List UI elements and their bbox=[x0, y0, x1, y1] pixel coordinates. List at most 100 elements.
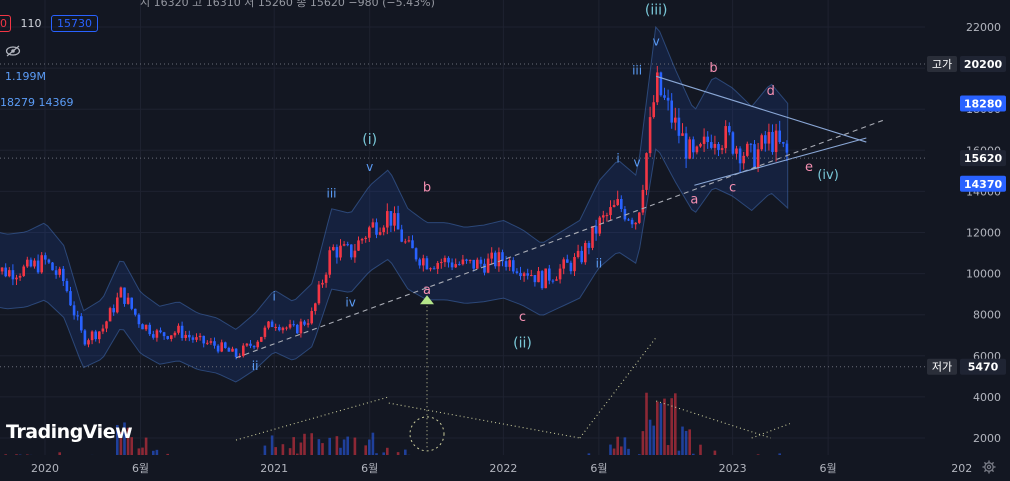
candle-body bbox=[296, 324, 299, 334]
price-badge-value: 15620 bbox=[964, 152, 1003, 165]
candle-body bbox=[782, 142, 785, 144]
candle-body bbox=[616, 199, 619, 206]
candle-body bbox=[346, 244, 349, 246]
x-tick-label: 2022 bbox=[489, 462, 517, 475]
price-badge-bg bbox=[960, 150, 1006, 167]
candle-body bbox=[292, 324, 295, 326]
y-tick-label: 22000 bbox=[966, 21, 1001, 34]
x-tick-label: 2023 bbox=[719, 462, 747, 475]
wave-label: d bbox=[767, 84, 775, 99]
badge-label: 저가 bbox=[932, 361, 952, 374]
candle-body bbox=[468, 259, 472, 261]
volume-bar bbox=[681, 426, 684, 480]
legend-price-box[interactable]: 15730 bbox=[51, 15, 98, 32]
candle-body bbox=[634, 222, 637, 225]
candle-body bbox=[299, 321, 303, 334]
candle-body bbox=[116, 297, 119, 313]
candle-body bbox=[458, 264, 461, 266]
candle-body bbox=[778, 130, 781, 143]
x-tick-label: 202 bbox=[951, 462, 972, 475]
candle-body bbox=[594, 226, 598, 234]
candle-body bbox=[119, 287, 123, 298]
candle-body bbox=[270, 321, 274, 328]
candle-body bbox=[558, 268, 562, 280]
volume-bar bbox=[126, 427, 130, 480]
candle-body bbox=[663, 95, 666, 98]
candle-body bbox=[195, 337, 198, 340]
candle-body bbox=[227, 347, 231, 352]
bollinger-band bbox=[0, 25, 789, 383]
price-badge-bg bbox=[960, 55, 1006, 72]
candle-body bbox=[267, 321, 270, 328]
trendline-dotted bbox=[579, 336, 657, 439]
candle-body bbox=[76, 315, 79, 317]
candles-group bbox=[0, 65, 789, 360]
wave-label: v bbox=[366, 160, 373, 174]
candle-body bbox=[202, 335, 205, 344]
candle-body bbox=[324, 274, 328, 283]
candle-body bbox=[224, 342, 227, 348]
settings-gear-icon[interactable] bbox=[982, 460, 996, 474]
candle-body bbox=[54, 270, 58, 275]
candle-body bbox=[692, 139, 695, 153]
price-badge-bg bbox=[960, 95, 1006, 112]
candle-body bbox=[519, 272, 522, 277]
candle-body bbox=[350, 244, 353, 258]
candle-body bbox=[699, 143, 702, 147]
candle-body bbox=[94, 331, 97, 340]
candle-body bbox=[774, 130, 778, 153]
candle-body bbox=[130, 297, 133, 309]
x-tick-label: 6월 bbox=[361, 462, 378, 475]
candle-body bbox=[213, 341, 216, 346]
ohlc-legend: 시 16320 고 16310 저 15260 종 15620 −980 (−5… bbox=[140, 0, 435, 9]
candle-body bbox=[256, 341, 259, 348]
wave-label: c bbox=[729, 180, 736, 195]
wave-label: v bbox=[634, 156, 641, 170]
candle-body bbox=[537, 271, 540, 283]
candle-body bbox=[8, 270, 11, 277]
candle-body bbox=[342, 244, 346, 246]
candle-body bbox=[206, 342, 209, 344]
candle-body bbox=[263, 327, 267, 337]
candle-body bbox=[108, 308, 112, 322]
badge-label: 고가 bbox=[932, 58, 952, 71]
candle-body bbox=[4, 267, 7, 277]
candle-body bbox=[368, 227, 371, 238]
candle-body bbox=[562, 259, 565, 269]
candle-body bbox=[404, 241, 407, 243]
candle-body bbox=[393, 213, 396, 226]
eye-slash-icon[interactable] bbox=[5, 45, 21, 57]
volume-bar bbox=[652, 425, 655, 480]
legend-red-value: 0 bbox=[0, 15, 11, 32]
candle-body bbox=[328, 250, 331, 275]
wave-label: (iii) bbox=[645, 3, 668, 19]
candle-body bbox=[231, 348, 234, 352]
candle-body bbox=[414, 248, 418, 260]
candle-body bbox=[40, 255, 43, 273]
candle-body bbox=[720, 148, 724, 150]
volume-bar bbox=[688, 429, 691, 480]
candle-body bbox=[569, 262, 573, 272]
candle-body bbox=[555, 279, 558, 281]
candle-body bbox=[400, 229, 403, 242]
candle-body bbox=[148, 324, 151, 335]
candle-body bbox=[123, 287, 126, 304]
candle-body bbox=[465, 259, 468, 261]
candle-body bbox=[418, 259, 421, 266]
trendline-dotted bbox=[235, 396, 389, 441]
wave-label: iii bbox=[632, 63, 642, 77]
candle-body bbox=[702, 136, 706, 144]
candle-body bbox=[303, 321, 306, 325]
candle-body bbox=[188, 334, 191, 338]
candle-body bbox=[659, 72, 663, 96]
candle-body bbox=[695, 146, 699, 153]
candle-body bbox=[18, 275, 22, 278]
candle-body bbox=[22, 266, 25, 276]
candle-body bbox=[389, 211, 393, 226]
candle-body bbox=[274, 326, 277, 328]
candle-body bbox=[706, 136, 709, 143]
x-tick-label: 2021 bbox=[260, 462, 288, 475]
candle-body bbox=[407, 240, 411, 242]
candle-body bbox=[234, 348, 238, 357]
